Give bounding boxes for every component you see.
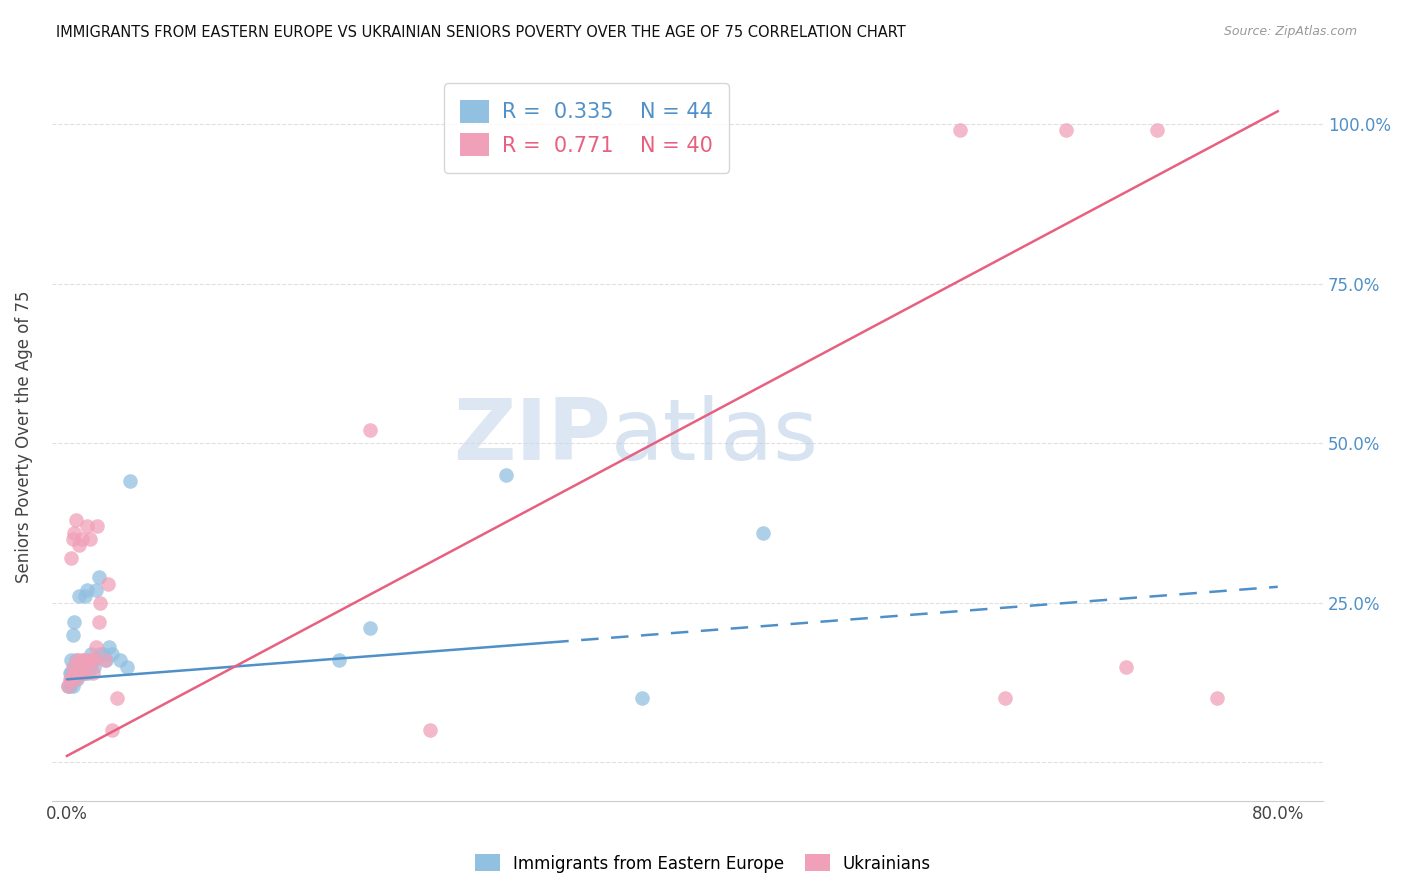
Text: IMMIGRANTS FROM EASTERN EUROPE VS UKRAINIAN SENIORS POVERTY OVER THE AGE OF 75 C: IMMIGRANTS FROM EASTERN EUROPE VS UKRAIN… xyxy=(56,25,905,40)
Point xyxy=(63,659,86,673)
Point xyxy=(91,647,114,661)
Point xyxy=(63,525,86,540)
Point xyxy=(59,679,82,693)
Point xyxy=(86,519,108,533)
Point xyxy=(76,582,98,597)
Point xyxy=(70,665,93,680)
Point xyxy=(84,582,107,597)
Point xyxy=(67,538,90,552)
Point xyxy=(96,653,118,667)
Point xyxy=(80,653,103,667)
Point xyxy=(631,691,654,706)
Point xyxy=(69,659,91,673)
Point xyxy=(58,679,80,693)
Point xyxy=(73,665,96,680)
Point xyxy=(359,424,381,438)
Point xyxy=(117,659,139,673)
Point xyxy=(72,665,94,680)
Text: atlas: atlas xyxy=(612,395,820,478)
Point xyxy=(73,590,96,604)
Point xyxy=(752,525,775,540)
Point xyxy=(79,532,101,546)
Legend: R =  0.335    N = 44, R =  0.771    N = 40: R = 0.335 N = 44, R = 0.771 N = 40 xyxy=(443,83,730,172)
Point xyxy=(359,621,381,635)
Point xyxy=(87,615,110,629)
Text: ZIP: ZIP xyxy=(453,395,612,478)
Point xyxy=(65,673,87,687)
Point xyxy=(77,653,100,667)
Point xyxy=(62,679,84,693)
Point xyxy=(949,123,972,137)
Point xyxy=(69,653,91,667)
Point xyxy=(80,647,103,661)
Point xyxy=(1206,691,1229,706)
Point xyxy=(93,653,115,667)
Point xyxy=(1054,123,1077,137)
Point xyxy=(60,551,83,566)
Point xyxy=(101,647,124,661)
Point xyxy=(60,653,83,667)
Point xyxy=(98,640,121,655)
Point xyxy=(83,659,105,673)
Point xyxy=(67,665,90,680)
Point xyxy=(1115,659,1137,673)
Point xyxy=(89,596,111,610)
Point xyxy=(62,665,84,680)
Y-axis label: Seniors Poverty Over the Age of 75: Seniors Poverty Over the Age of 75 xyxy=(15,291,32,583)
Point xyxy=(89,647,111,661)
Point xyxy=(60,665,83,680)
Point xyxy=(495,468,517,483)
Point xyxy=(120,475,142,489)
Point xyxy=(60,673,83,687)
Text: Source: ZipAtlas.com: Source: ZipAtlas.com xyxy=(1223,25,1357,38)
Point xyxy=(84,640,107,655)
Point xyxy=(419,723,441,738)
Point xyxy=(97,576,120,591)
Point xyxy=(65,513,87,527)
Point xyxy=(66,653,89,667)
Point xyxy=(65,665,87,680)
Point xyxy=(58,679,80,693)
Point xyxy=(105,691,128,706)
Point xyxy=(70,665,93,680)
Point xyxy=(101,723,124,738)
Point xyxy=(79,659,101,673)
Point xyxy=(72,653,94,667)
Point xyxy=(62,628,84,642)
Point xyxy=(1146,123,1168,137)
Point xyxy=(65,653,87,667)
Point xyxy=(60,673,83,687)
Point xyxy=(82,653,104,667)
Point xyxy=(328,653,350,667)
Point xyxy=(994,691,1017,706)
Point xyxy=(59,665,82,680)
Point xyxy=(70,532,93,546)
Point xyxy=(66,673,89,687)
Point xyxy=(66,659,89,673)
Point xyxy=(62,532,84,546)
Point xyxy=(77,665,100,680)
Point xyxy=(63,615,86,629)
Point xyxy=(83,653,105,667)
Point xyxy=(67,665,90,680)
Point xyxy=(59,673,82,687)
Legend: Immigrants from Eastern Europe, Ukrainians: Immigrants from Eastern Europe, Ukrainia… xyxy=(468,847,938,880)
Point xyxy=(82,665,104,680)
Point xyxy=(76,519,98,533)
Point xyxy=(73,653,96,667)
Point xyxy=(63,673,86,687)
Point xyxy=(108,653,131,667)
Point xyxy=(62,659,84,673)
Point xyxy=(87,570,110,584)
Point xyxy=(67,590,90,604)
Point xyxy=(63,665,86,680)
